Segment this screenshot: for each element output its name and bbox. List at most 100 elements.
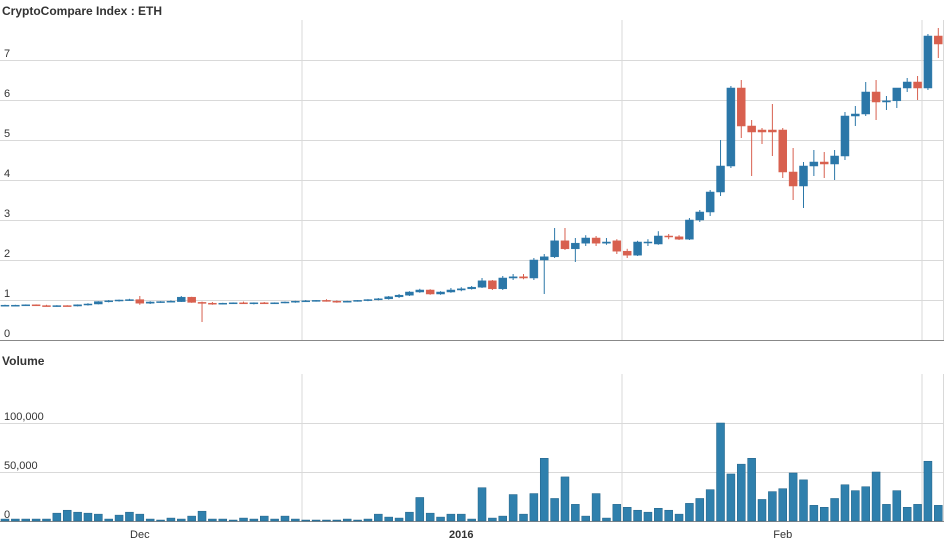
candle-body [311, 300, 321, 302]
volume-bar [239, 517, 248, 522]
volume-bar [218, 518, 228, 522]
volume-bar [301, 519, 310, 522]
candle-body [353, 300, 362, 302]
volume-bar [208, 518, 217, 522]
volume-bar [861, 486, 870, 522]
candle-body [539, 256, 549, 261]
volume-bar [737, 463, 746, 522]
volume-bar [664, 509, 673, 522]
volume-bar [902, 507, 912, 522]
y-tick-label: 2 [4, 248, 10, 260]
volume-bar [94, 513, 103, 522]
candle-body [446, 289, 456, 293]
volume-bar [778, 488, 787, 522]
candle-body [643, 241, 653, 244]
candle-body [851, 113, 860, 117]
candle-body [695, 211, 705, 221]
y-tick-label: 1 [4, 288, 10, 300]
volume-bar [788, 472, 798, 522]
volume-bar [539, 458, 549, 522]
candle-body [550, 240, 559, 258]
volume-bar [550, 498, 559, 522]
y-tick-label: 5 [4, 128, 10, 140]
candle-body [602, 241, 611, 244]
candle-body [882, 100, 891, 103]
candle-body [0, 304, 10, 307]
candle-body [425, 289, 435, 295]
volume-bar [799, 479, 808, 522]
volume-bar [384, 516, 393, 522]
volume-bar [871, 471, 881, 522]
volume-bar [892, 490, 902, 522]
candle-body [21, 304, 30, 307]
volume-bar [62, 509, 72, 522]
candle-body [42, 305, 51, 307]
volume-bar [830, 498, 839, 522]
candle-body [415, 289, 425, 293]
volume-bar [332, 519, 342, 522]
candle-body [125, 299, 134, 301]
candle-body [177, 296, 186, 302]
volume-bar [135, 513, 145, 522]
volume-bar [21, 518, 30, 522]
volume-bar [602, 517, 611, 522]
candle-body [622, 250, 632, 256]
candle-body [705, 191, 715, 213]
volume-bar [612, 504, 622, 522]
volume-bar [695, 498, 705, 522]
candle-body [716, 165, 725, 193]
volume-bar [571, 504, 580, 522]
x-tick-label: 2016 [449, 529, 473, 541]
x-tick-label: Dec [130, 529, 150, 541]
candle-body [384, 296, 393, 300]
candle-body [156, 301, 165, 303]
candle-body [871, 91, 881, 103]
candle-body [778, 129, 787, 173]
candle-body [73, 304, 82, 307]
volume-bar [747, 458, 756, 522]
candle-body [374, 298, 383, 301]
y-tick-label: 4 [4, 168, 10, 180]
candle-body [934, 35, 943, 45]
y-tick-label: 7 [4, 48, 10, 60]
candle-body [519, 276, 528, 279]
volume-bar [114, 514, 124, 522]
candle-body [529, 259, 539, 279]
candle-body [332, 300, 342, 303]
volume-bar [851, 490, 860, 522]
candle-body [301, 300, 310, 303]
candle-body [291, 300, 300, 303]
candle-body [394, 294, 404, 298]
volume-bar [685, 503, 694, 522]
candle-body [166, 300, 176, 303]
candle-body [11, 304, 20, 307]
volume-bar [457, 513, 466, 522]
volume-bar [291, 518, 300, 522]
volume-bar [249, 518, 259, 522]
candle-body [799, 165, 808, 187]
candle-body [405, 291, 414, 296]
candle-body [145, 301, 155, 304]
volume-bar [156, 519, 165, 522]
candle-body [726, 87, 736, 167]
volume-bar [726, 473, 736, 522]
volume-bar [322, 519, 331, 522]
candle-body [114, 299, 124, 302]
volume-bar [913, 504, 922, 522]
candle-body [747, 125, 756, 133]
volume-bar [187, 515, 196, 522]
volume-bar [280, 515, 290, 522]
volume-bar [374, 513, 383, 522]
candle-body [685, 219, 694, 240]
candle-body [260, 302, 269, 305]
volume-bar [73, 511, 82, 522]
candle-body [363, 299, 373, 301]
y-tick-label: 6 [4, 88, 10, 100]
candle-body [508, 276, 518, 279]
candle-body [83, 303, 93, 306]
candle-body [581, 237, 590, 244]
volume-bar [498, 515, 508, 522]
volume-bar [311, 519, 321, 522]
candle-body [830, 155, 839, 165]
